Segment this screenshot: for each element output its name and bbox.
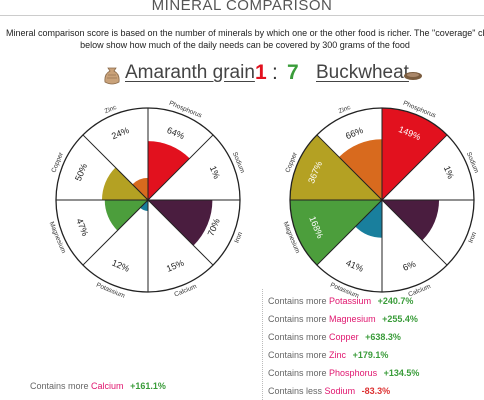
- value-label-calcium: 15%: [165, 258, 185, 274]
- spoke-line: [147, 134, 214, 201]
- value-label-sodium: 1%: [442, 164, 456, 180]
- sector-potassium: [140, 200, 148, 212]
- sector-iron: [382, 200, 440, 241]
- list-divider: [262, 289, 263, 400]
- spoke-line: [316, 134, 383, 201]
- title-divider: [0, 15, 484, 16]
- sector-calcium: [148, 200, 158, 214]
- sector-copper: [102, 167, 148, 200]
- difference-value: +240.7%: [377, 296, 414, 306]
- amaranth-mineral-chart: Phosphorus64%Sodium1%Iron70%Calcium15%Po…: [48, 100, 246, 300]
- advantage-row: Contains more Zinc +179.1%: [268, 350, 389, 360]
- sector-magnesium: [104, 200, 148, 231]
- mineral-name: Sodium: [324, 386, 356, 396]
- right-score: 7: [287, 61, 299, 84]
- score-separator: :: [272, 61, 278, 84]
- advantage-row: Contains more Calcium +161.1%: [30, 381, 166, 391]
- mineral-name: Magnesium: [329, 314, 376, 324]
- food-link-buckwheat[interactable]: Buckwheat: [316, 62, 409, 83]
- value-label-copper: 50%: [73, 162, 89, 182]
- value-label-zinc: 66%: [344, 125, 364, 141]
- value-label-sodium: 1%: [208, 164, 222, 180]
- advantage-row: Contains more Copper +638.3%: [268, 332, 401, 342]
- description-line-2: below show how much of the daily needs c…: [80, 40, 410, 50]
- category-label-calcium: Calcium: [173, 283, 197, 298]
- description-line-1: Mineral comparison score is based on the…: [6, 28, 484, 38]
- spoke-line: [316, 199, 383, 266]
- food-link-amaranth[interactable]: Amaranth grain: [125, 62, 255, 83]
- page-title: MINERAL COMPARISON: [151, 0, 333, 14]
- category-label-zinc: Zinc: [104, 104, 119, 115]
- mineral-name: Zinc: [329, 350, 347, 360]
- difference-value: -83.3%: [361, 386, 391, 396]
- category-label-iron: Iron: [233, 231, 244, 244]
- difference-value: +134.5%: [383, 368, 420, 378]
- category-label-zinc: Zinc: [338, 104, 353, 115]
- spoke-line: [82, 134, 149, 201]
- value-label-magnesium: 47%: [74, 217, 90, 237]
- category-label-sodium: Sodium: [231, 151, 246, 174]
- sector-zinc: [132, 177, 148, 200]
- grain-sack-icon: [104, 67, 120, 85]
- difference-value: +179.1%: [352, 350, 389, 360]
- category-label-phosphorus: Phosphorus: [168, 100, 203, 120]
- mineral-name: Phosphorus: [329, 368, 378, 378]
- value-label-potassium: 12%: [111, 258, 131, 274]
- sector-zinc: [339, 139, 382, 200]
- category-label-copper: Copper: [50, 151, 65, 174]
- advantage-row: Contains more Phosphorus +134.5%: [268, 368, 420, 378]
- category-label-iron: Iron: [467, 231, 478, 244]
- comparison-header: Amaranth grain 1 : 7 Buckwheat: [0, 61, 484, 90]
- difference-value: +638.3%: [365, 332, 401, 342]
- category-label-sodium: Sodium: [465, 151, 480, 174]
- value-label-zinc: 24%: [110, 125, 130, 141]
- spoke-line: [381, 134, 448, 201]
- sector-iron: [148, 200, 213, 246]
- buckwheat-advantages-list: Contains more Potassium +240.7% Contains…: [268, 292, 419, 400]
- amaranth-advantages-list: Contains more Calcium +161.1%: [30, 377, 166, 395]
- difference-value: +255.4%: [382, 314, 418, 324]
- spoke-line: [381, 199, 448, 266]
- description: Mineral comparison score is based on the…: [6, 27, 484, 51]
- advantage-row: Contains more Magnesium +255.4%: [268, 314, 418, 324]
- mineral-name: Potassium: [329, 296, 372, 306]
- value-label-calcium: 6%: [401, 259, 417, 273]
- buckwheat-mineral-chart: Phosphorus149%Sodium1%IronCalcium6%Potas…: [282, 100, 480, 300]
- value-label-phosphorus: 64%: [165, 125, 185, 141]
- mineral-name: Copper: [329, 332, 359, 342]
- sector-potassium: [355, 200, 382, 238]
- spoke-line: [82, 199, 149, 266]
- sector-copper: [290, 134, 382, 200]
- sector-magnesium: [290, 200, 382, 266]
- difference-value: +161.1%: [130, 381, 166, 391]
- disadvantage-row: Contains less Sodium -83.3%: [268, 386, 391, 396]
- spoke-line: [147, 199, 214, 266]
- mineral-name: Calcium: [91, 381, 124, 391]
- sector-phosphorus: [382, 108, 448, 200]
- advantage-row: Contains more Potassium +240.7%: [268, 296, 414, 306]
- sector-phosphorus: [148, 141, 190, 200]
- value-label-potassium: 41%: [345, 258, 365, 274]
- left-score: 1: [255, 61, 267, 84]
- buckwheat-seed-icon: [404, 72, 422, 80]
